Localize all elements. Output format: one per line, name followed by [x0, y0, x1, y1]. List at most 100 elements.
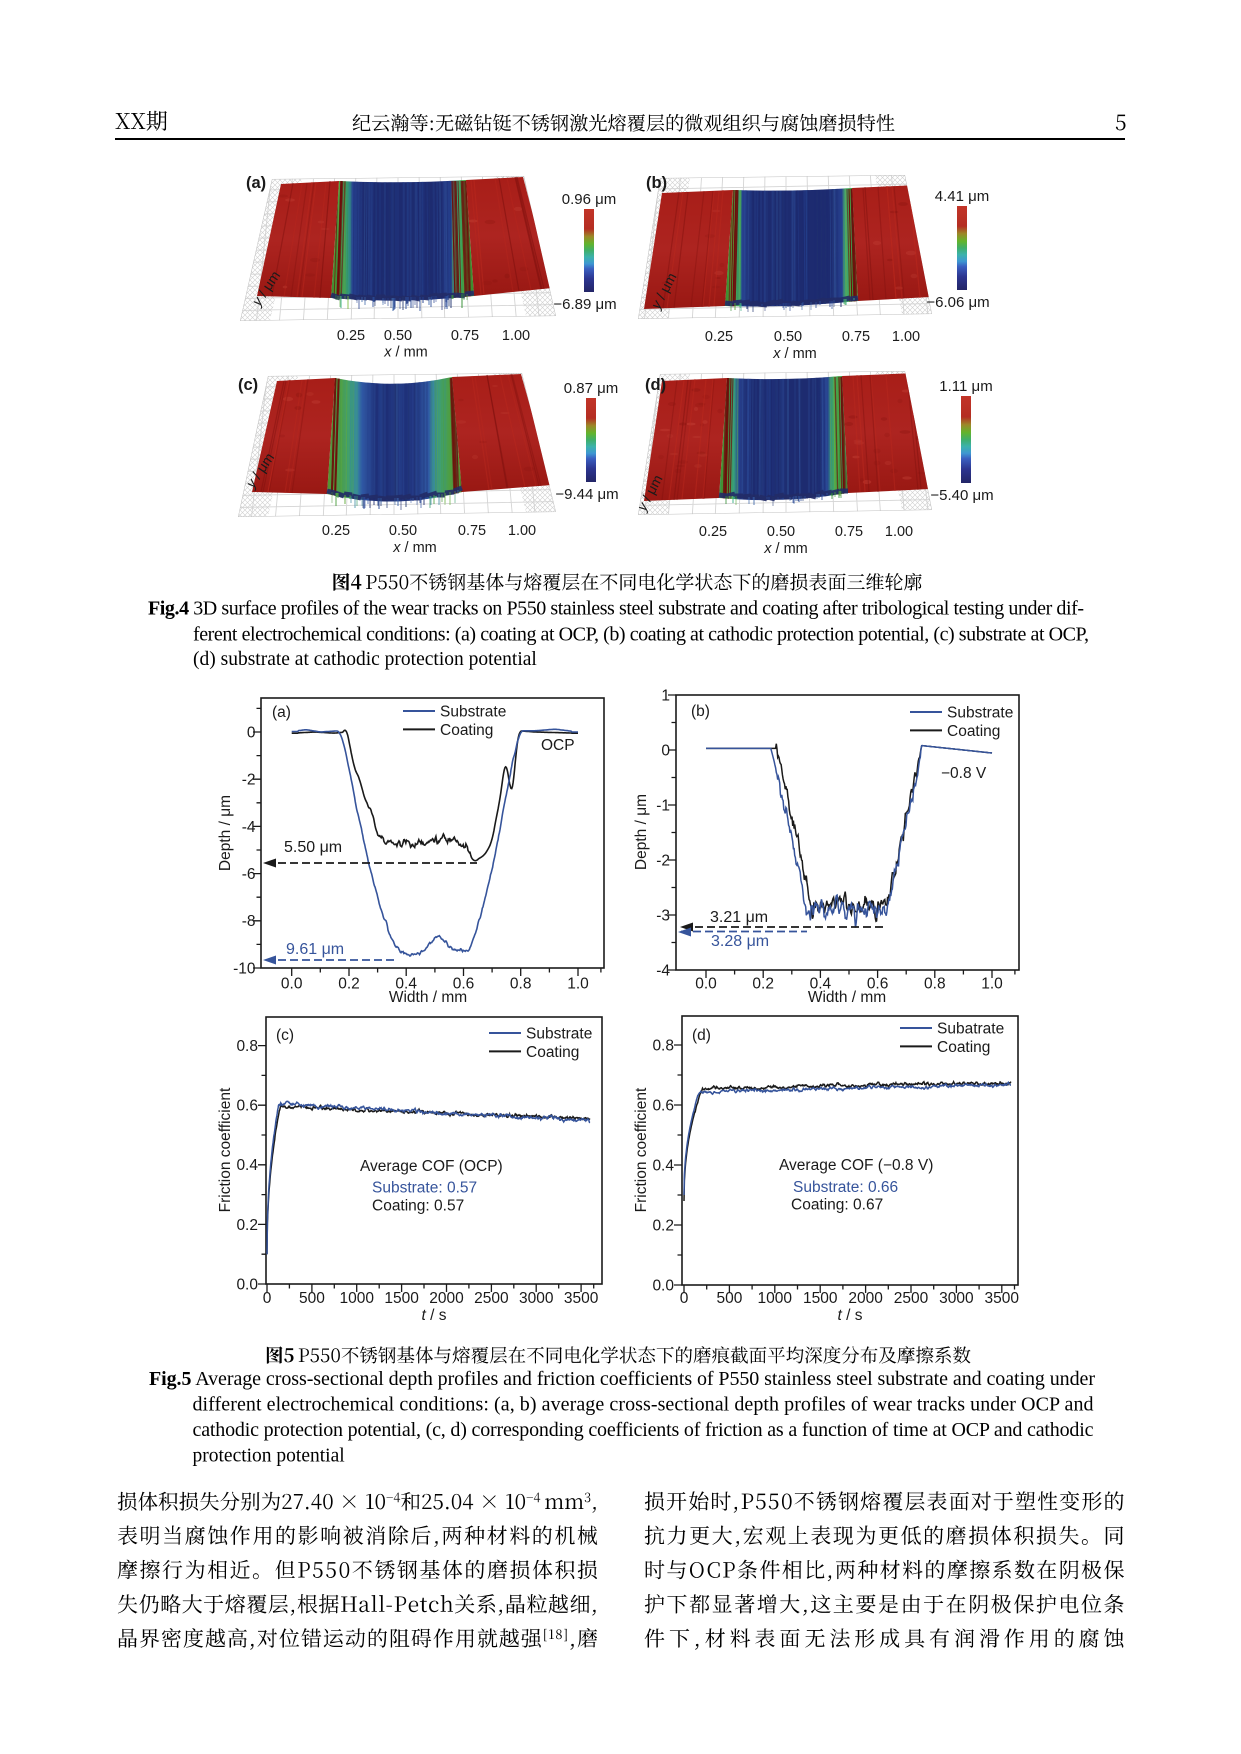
svg-text:Fig.4 3D surface profiles of: Fig.4 3D surface profiles of the wear tr… — [148, 598, 1084, 620]
svg-text:cathodic protection potential,: cathodic protection potential, (c, d) co… — [193, 1419, 1094, 1441]
svg-text:0.25: 0.25 — [337, 328, 365, 344]
svg-text:-8: -8 — [242, 913, 256, 930]
svg-text:−6.06 μm: −6.06 μm — [926, 294, 989, 311]
svg-text:0.2: 0.2 — [752, 976, 774, 993]
svg-text:Coating: Coating — [526, 1044, 579, 1061]
svg-text:0.4: 0.4 — [236, 1157, 258, 1174]
svg-text:0.2: 0.2 — [338, 976, 360, 993]
svg-text:−0.8 V: −0.8 V — [941, 765, 987, 782]
svg-text:0.8: 0.8 — [924, 976, 946, 993]
svg-text:(a): (a) — [272, 704, 291, 721]
svg-text:2500: 2500 — [474, 1290, 509, 1307]
svg-text:0.0: 0.0 — [281, 976, 303, 993]
svg-text:0.6: 0.6 — [867, 976, 889, 993]
svg-text:x / mm: x / mm — [392, 540, 437, 556]
svg-text:-1: -1 — [656, 797, 670, 814]
svg-text:3000: 3000 — [939, 1290, 974, 1307]
svg-text:different electrochemical cond: different electrochemical conditions: (a… — [193, 1394, 1094, 1416]
svg-text:1.00: 1.00 — [892, 329, 920, 345]
svg-text:0.4: 0.4 — [395, 976, 417, 993]
svg-text:0.2: 0.2 — [236, 1217, 258, 1234]
svg-text:2500: 2500 — [894, 1290, 929, 1307]
svg-text:0.2: 0.2 — [652, 1217, 674, 1234]
svg-text:0.0: 0.0 — [652, 1277, 674, 1294]
svg-text:1.00: 1.00 — [885, 524, 913, 540]
svg-text:0.50: 0.50 — [389, 523, 417, 539]
svg-text:Coating: 0.67: Coating: 0.67 — [791, 1197, 883, 1214]
svg-text:Average COF (OCP): Average COF (OCP) — [360, 1158, 503, 1175]
svg-text:0: 0 — [247, 724, 256, 741]
svg-text:0: 0 — [661, 742, 670, 759]
svg-text:Substrate: 0.66: Substrate: 0.66 — [793, 1179, 898, 1196]
svg-text:0.75: 0.75 — [835, 524, 863, 540]
svg-text:(d): (d) — [645, 376, 666, 394]
svg-text:Substrate: Substrate — [526, 1026, 592, 1043]
svg-text:Width / mm: Width / mm — [389, 989, 467, 1006]
svg-text:Substrate: 0.57: Substrate: 0.57 — [372, 1180, 477, 1197]
svg-text:Substrate: Substrate — [440, 704, 506, 721]
svg-text:-10: -10 — [233, 960, 256, 977]
svg-text:Substrate: Substrate — [947, 705, 1013, 722]
svg-text:(a): (a) — [246, 174, 266, 192]
svg-text:(d) substrate at cathodic prot: (d) substrate at cathodic protection pot… — [193, 649, 537, 670]
svg-text:-3: -3 — [656, 907, 670, 924]
svg-text:1500: 1500 — [384, 1290, 419, 1307]
svg-text:0.0: 0.0 — [236, 1276, 258, 1293]
svg-text:-4: -4 — [656, 962, 670, 979]
svg-text:Coating: Coating — [947, 723, 1000, 740]
svg-text:(c): (c) — [238, 376, 258, 394]
svg-text:protection potential: protection potential — [193, 1446, 346, 1467]
svg-text:1.0: 1.0 — [567, 976, 589, 993]
svg-text:Depth / μm: Depth / μm — [217, 795, 234, 871]
svg-text:(d): (d) — [692, 1027, 711, 1044]
svg-text:x / mm: x / mm — [772, 346, 817, 362]
svg-text:0.6: 0.6 — [236, 1098, 258, 1115]
svg-text:0.87 μm: 0.87 μm — [564, 380, 619, 397]
svg-text:0.75: 0.75 — [458, 523, 486, 539]
svg-text:0.8: 0.8 — [236, 1038, 258, 1055]
svg-text:-2: -2 — [242, 772, 256, 789]
svg-text:500: 500 — [299, 1290, 325, 1307]
svg-text:0: 0 — [680, 1290, 689, 1307]
svg-text:2000: 2000 — [848, 1290, 883, 1307]
svg-text:3500: 3500 — [564, 1290, 599, 1307]
svg-text:0.8: 0.8 — [652, 1037, 674, 1054]
svg-text:Coating: 0.57: Coating: 0.57 — [372, 1198, 464, 1215]
svg-text:Friction coefficient: Friction coefficient — [633, 1087, 650, 1212]
svg-text:4.41 μm: 4.41 μm — [935, 188, 990, 205]
svg-text:0.6: 0.6 — [652, 1097, 674, 1114]
svg-text:1.00: 1.00 — [502, 328, 530, 344]
svg-text:x / mm: x / mm — [383, 345, 428, 361]
svg-text:1.0: 1.0 — [981, 976, 1003, 993]
svg-text:1500: 1500 — [803, 1290, 838, 1307]
svg-text:1: 1 — [661, 687, 670, 704]
svg-text:Average COF (−0.8 V): Average COF (−0.8 V) — [779, 1157, 933, 1174]
svg-text:(b): (b) — [646, 174, 667, 192]
svg-text:Coating: Coating — [937, 1039, 990, 1056]
svg-text:−6.89 μm: −6.89 μm — [553, 296, 616, 313]
svg-text:0: 0 — [263, 1290, 272, 1307]
svg-text:0.50: 0.50 — [384, 328, 412, 344]
svg-text:3500: 3500 — [985, 1290, 1020, 1307]
svg-text:0.96 μm: 0.96 μm — [562, 191, 617, 208]
svg-text:−5.40 μm: −5.40 μm — [930, 487, 993, 504]
svg-text:ferent electrochemical conditi: ferent electrochemical conditions: (a) c… — [193, 624, 1089, 646]
svg-text:1.11 μm: 1.11 μm — [939, 378, 992, 395]
svg-text:Width / mm: Width / mm — [808, 989, 886, 1006]
svg-text:1.00: 1.00 — [508, 523, 536, 539]
svg-text:(c): (c) — [276, 1027, 294, 1044]
svg-text:Coating: Coating — [440, 722, 493, 739]
svg-text:-4: -4 — [242, 819, 256, 836]
svg-text:1000: 1000 — [758, 1290, 793, 1307]
svg-text:−9.44 μm: −9.44 μm — [555, 486, 618, 503]
svg-text:t / s: t / s — [838, 1307, 863, 1324]
svg-text:0.75: 0.75 — [451, 328, 479, 344]
svg-text:t / s: t / s — [422, 1307, 447, 1324]
svg-text:(b): (b) — [691, 703, 710, 720]
svg-text:0.0: 0.0 — [695, 976, 717, 993]
svg-text:0.75: 0.75 — [842, 329, 870, 345]
svg-text:0.6: 0.6 — [453, 976, 475, 993]
svg-text:3.28 μm: 3.28 μm — [711, 933, 769, 950]
svg-text:Fig.5 Average cross-sectional: Fig.5 Average cross-sectional depth prof… — [149, 1368, 1095, 1390]
svg-text:2000: 2000 — [429, 1290, 464, 1307]
